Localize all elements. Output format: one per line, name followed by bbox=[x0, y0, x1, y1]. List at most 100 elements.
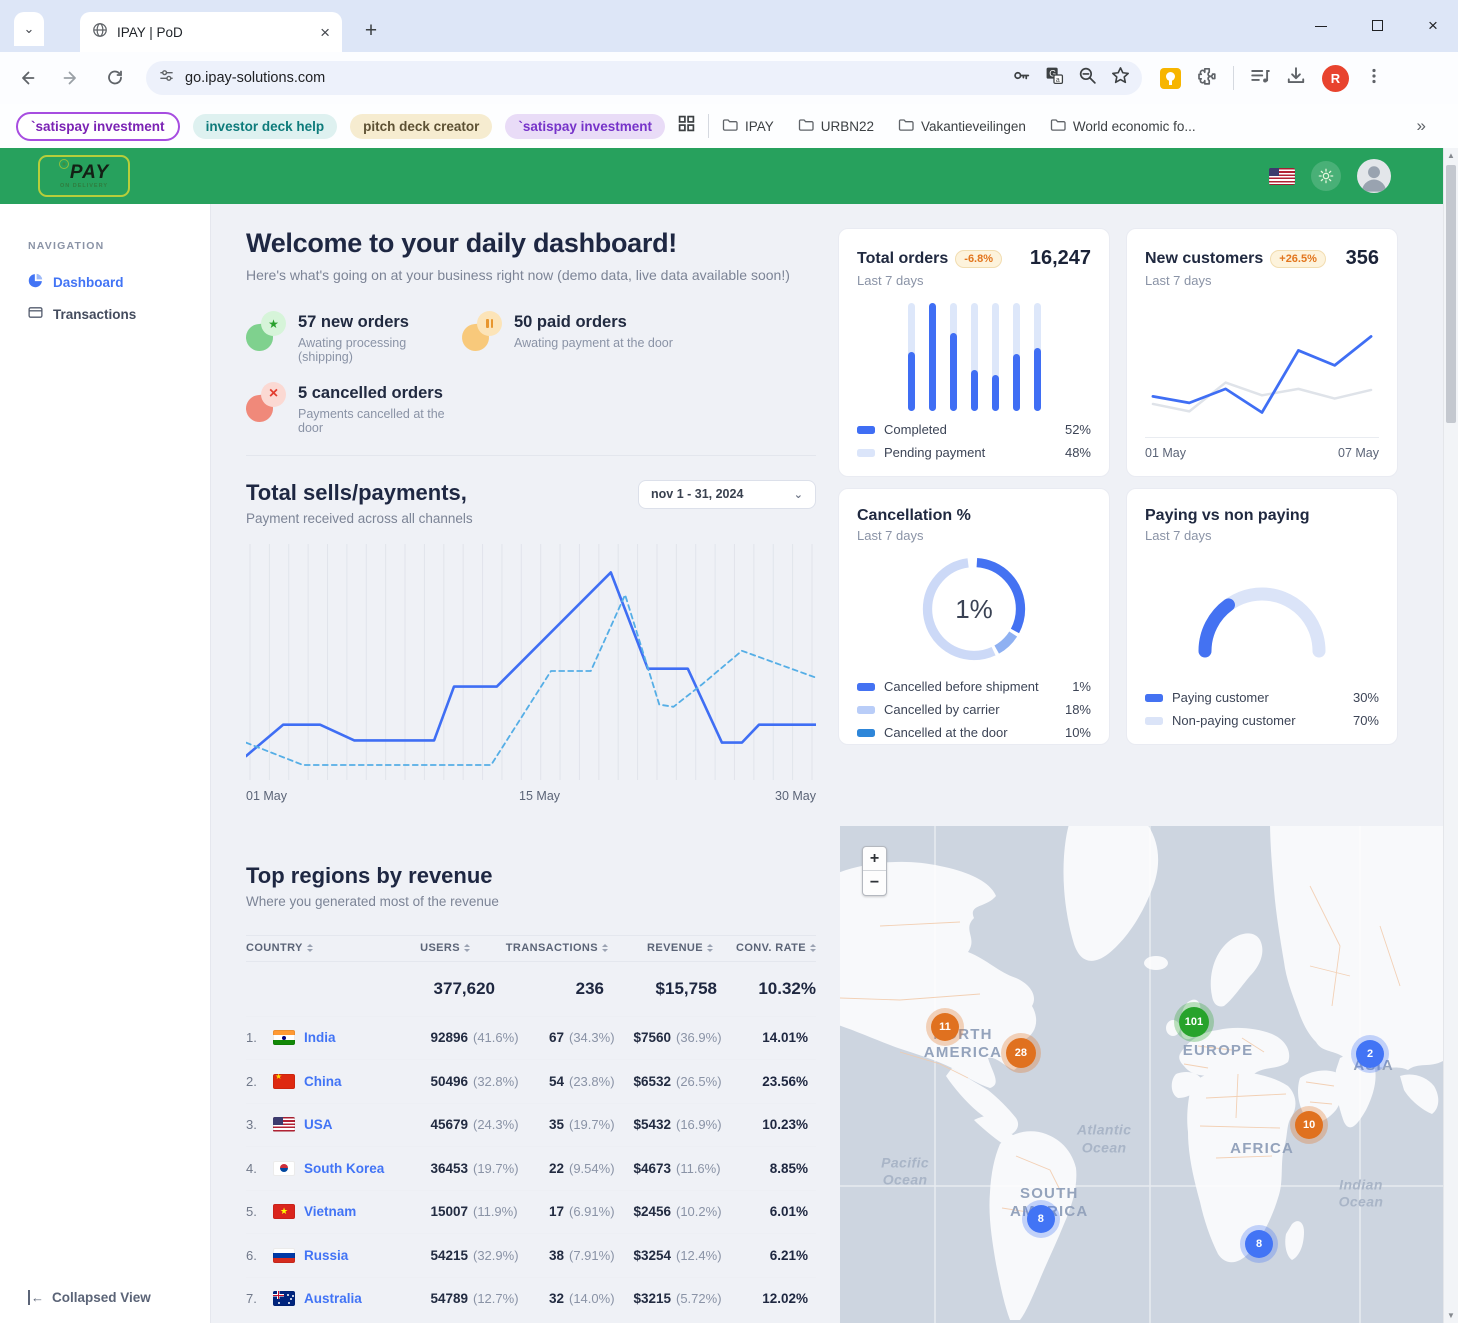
bookmark-pill[interactable]: investor deck help bbox=[192, 113, 338, 139]
legend-row: Cancelled by carrier 18% bbox=[857, 702, 1091, 717]
regions-subtitle: Where you generated most of the revenue bbox=[246, 893, 499, 909]
site-info-tune-icon[interactable] bbox=[158, 67, 175, 89]
column-header[interactable]: REVENUE bbox=[608, 942, 713, 954]
tab-search-button[interactable]: ⌄ bbox=[14, 12, 44, 46]
country-link[interactable]: India bbox=[304, 1030, 336, 1046]
bookmark-folder[interactable]: Vakantieveilingen bbox=[898, 118, 1026, 135]
keep-extension-icon[interactable] bbox=[1160, 67, 1181, 89]
sort-icon[interactable] bbox=[306, 944, 313, 952]
map-cluster-marker[interactable]: 8 bbox=[1026, 1204, 1055, 1233]
bookmarks-overflow-chevron[interactable]: » bbox=[1416, 116, 1426, 135]
user-avatar[interactable] bbox=[1357, 159, 1391, 193]
sort-icon[interactable] bbox=[602, 944, 608, 952]
world-map[interactable]: + − NORTHAMERICAEUROPEASIASOUTHAMERICAAF… bbox=[840, 826, 1443, 1323]
country-link[interactable]: South Korea bbox=[304, 1160, 385, 1176]
legend-swatch bbox=[857, 728, 875, 737]
sort-icon[interactable] bbox=[707, 944, 713, 952]
window-close-button[interactable]: × bbox=[1428, 16, 1438, 35]
scroll-up-arrow[interactable]: ▲ bbox=[1447, 151, 1455, 160]
password-key-icon[interactable] bbox=[1012, 66, 1031, 90]
map-zoom-out-button[interactable]: − bbox=[869, 874, 880, 891]
cell-pct: (10.2%) bbox=[676, 1204, 722, 1220]
apps-grid-icon[interactable] bbox=[678, 115, 695, 137]
scroll-down-arrow[interactable]: ▼ bbox=[1447, 1311, 1455, 1320]
cell-num: 45679 bbox=[430, 1117, 468, 1133]
bookmark-star-icon[interactable] bbox=[1111, 66, 1130, 90]
south-korea-flag-icon bbox=[273, 1160, 295, 1176]
tab-close-icon[interactable]: × bbox=[320, 22, 330, 42]
sort-icon[interactable] bbox=[464, 944, 470, 952]
window-minimize-button[interactable] bbox=[1306, 16, 1336, 36]
country-link[interactable]: USA bbox=[304, 1117, 333, 1133]
sidebar-item-transactions[interactable]: Transactions bbox=[0, 298, 210, 330]
scrollbar-thumb[interactable] bbox=[1446, 165, 1456, 423]
map-cluster-marker[interactable]: 28 bbox=[1005, 1038, 1036, 1069]
main-content: Welcome to your daily dashboard! Here's … bbox=[211, 204, 1443, 1323]
browser-tab[interactable]: IPAY | PoD × bbox=[80, 12, 342, 52]
cell-pct: (11.9%) bbox=[473, 1204, 518, 1220]
column-header[interactable]: TRANSACTIONS bbox=[470, 942, 608, 954]
date-range-dropdown[interactable]: nov 1 - 31, 2024 ⌄ bbox=[638, 479, 816, 509]
cancellation-donut-chart: 1% bbox=[857, 547, 1091, 671]
order-bar bbox=[949, 303, 957, 411]
column-header[interactable]: COUNTRY bbox=[246, 942, 396, 954]
order-bar bbox=[991, 303, 999, 411]
url-text[interactable]: go.ipay-solutions.com bbox=[185, 70, 326, 86]
card-period: Last 7 days bbox=[857, 528, 924, 543]
map-cluster-marker[interactable]: 8 bbox=[1245, 1229, 1274, 1258]
cell-pct: (19.7%) bbox=[569, 1117, 615, 1133]
cell-pct: (6.91%) bbox=[569, 1204, 615, 1220]
forward-button[interactable] bbox=[54, 61, 88, 95]
theme-toggle-sun-icon[interactable] bbox=[1311, 161, 1341, 191]
window-maximize-button[interactable] bbox=[1362, 16, 1392, 36]
column-header[interactable]: USERS bbox=[396, 942, 470, 954]
sidebar-item-dashboard[interactable]: Dashboard bbox=[0, 266, 210, 298]
cell-conv: 6.01% bbox=[769, 1204, 808, 1220]
x-tick: 01 May bbox=[1145, 446, 1186, 460]
country-link[interactable]: Russia bbox=[304, 1247, 349, 1263]
map-cluster-marker[interactable]: 11 bbox=[930, 1012, 959, 1041]
bookmark-pill[interactable]: `satispay investment bbox=[16, 111, 180, 141]
map-cluster-marker[interactable]: 101 bbox=[1178, 1006, 1209, 1037]
country-link[interactable]: Vietnam bbox=[304, 1204, 357, 1220]
bookmark-folder[interactable]: IPAY bbox=[722, 118, 774, 135]
table-row: 6. Russia 54215 (32.9%) 38 (7.91%) $3254 (12.4%… bbox=[246, 1233, 816, 1277]
back-button[interactable] bbox=[10, 61, 44, 95]
sells-title: Total sells/payments, bbox=[246, 479, 467, 505]
site-header: PAY ON DELIVERY bbox=[0, 148, 1443, 204]
bookmark-folder[interactable]: World economic fo... bbox=[1050, 118, 1196, 135]
language-flag-icon[interactable] bbox=[1269, 167, 1295, 185]
x-tick: 30 May bbox=[775, 788, 816, 803]
zoom-out-page-icon[interactable] bbox=[1078, 66, 1097, 90]
bookmark-folder[interactable]: URBN22 bbox=[798, 118, 874, 135]
page-scrollbar[interactable]: ▲ ▼ bbox=[1443, 148, 1458, 1323]
column-header[interactable]: CONV. RATE bbox=[713, 942, 816, 954]
totals-conv-rate: 10.32% bbox=[758, 978, 816, 998]
cell-pct: (26.5%) bbox=[676, 1073, 722, 1089]
menu-kebab-icon[interactable] bbox=[1365, 67, 1383, 90]
bookmark-pill[interactable]: `satispay investment bbox=[505, 113, 665, 139]
cancellation-card: Cancellation % Last 7 days 1% Cancelled … bbox=[838, 488, 1110, 745]
map-cluster-marker[interactable]: 10 bbox=[1295, 1111, 1324, 1140]
star-icon: ★ bbox=[244, 311, 286, 353]
sort-icon[interactable] bbox=[810, 944, 816, 952]
map-cluster-marker[interactable]: 2 bbox=[1356, 1040, 1385, 1069]
map-zoom-in-button[interactable]: + bbox=[863, 847, 886, 871]
country-link[interactable]: Australia bbox=[304, 1291, 362, 1307]
collapse-sidebar-button[interactable]: ← Collapsed View bbox=[28, 1290, 151, 1305]
bookmark-pill[interactable]: pitch deck creator bbox=[350, 113, 493, 139]
profile-avatar[interactable]: R bbox=[1322, 64, 1349, 92]
ipay-logo[interactable]: PAY ON DELIVERY bbox=[38, 155, 130, 197]
cell-conv: 14.01% bbox=[762, 1030, 808, 1046]
reload-button[interactable] bbox=[98, 61, 132, 95]
new-customers-card: New customers +26.5% 356 Last 7 days 01 … bbox=[1126, 228, 1398, 477]
table-totals-row: 377,620 236 $15,758 10.32% bbox=[246, 962, 816, 1016]
extensions-puzzle-icon[interactable] bbox=[1197, 66, 1217, 91]
new-tab-button[interactable]: + bbox=[364, 19, 378, 42]
media-playlist-icon[interactable] bbox=[1250, 66, 1270, 91]
order-bar bbox=[907, 303, 915, 411]
country-link[interactable]: China bbox=[304, 1073, 342, 1089]
downloads-icon[interactable] bbox=[1286, 66, 1306, 91]
